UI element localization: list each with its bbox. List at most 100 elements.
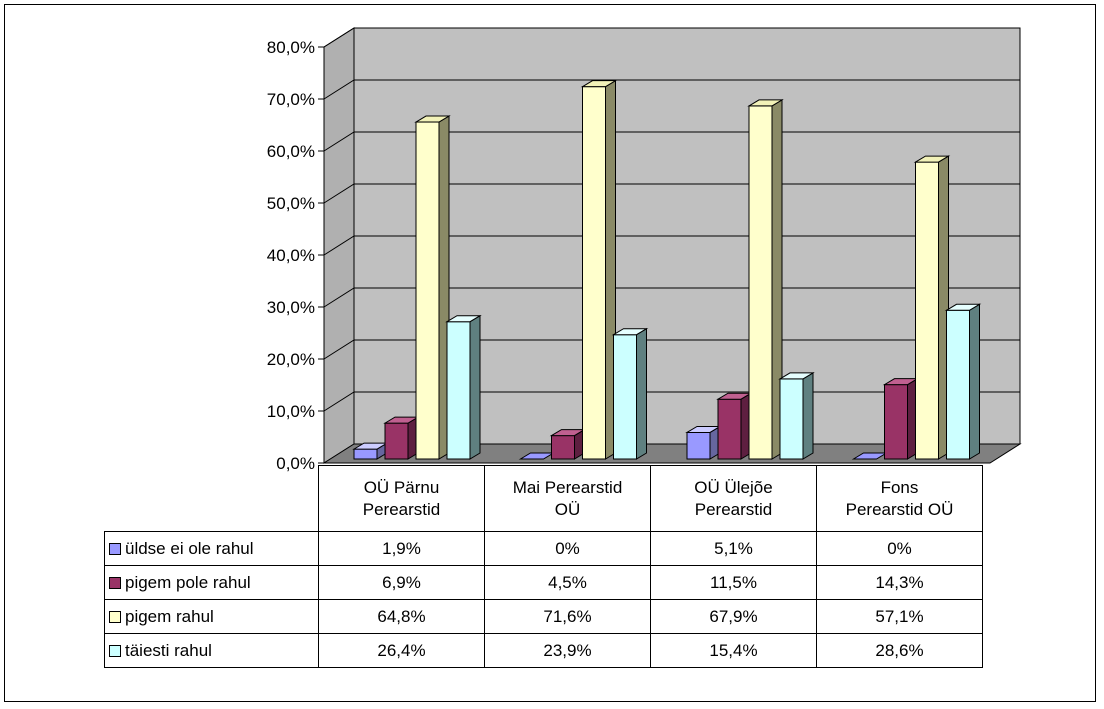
data-label: 6,9%: [318, 565, 485, 600]
legend-swatch: [109, 610, 121, 623]
bar-front: [946, 309, 970, 460]
legend-entry: pigem rahul: [104, 599, 319, 634]
gridline: [323, 339, 1020, 360]
legend-entry: üldse ei ole rahul: [104, 531, 319, 566]
category-label-line: Perearstid OÜ: [845, 499, 954, 519]
bar: [445, 314, 482, 460]
y-tick-label: 80,0%: [267, 38, 315, 57]
bar: [611, 327, 649, 460]
series-name: täiesti rahul: [125, 640, 212, 660]
bar-front: [384, 422, 409, 460]
table-row: täiesti rahul 26,4% 23,9% 15,4% 28,6%: [104, 633, 983, 668]
data-label: 0%: [816, 531, 983, 566]
bar-front: [582, 86, 606, 460]
bars: [352, 79, 982, 460]
data-label: 64,8%: [318, 599, 485, 634]
floor: [322, 443, 1022, 464]
table-header-row: OÜ Pärnu Perearstid Mai Perearstid OÜ OÜ Üle…: [104, 465, 983, 532]
table-row: pigem rahul 64,8% 71,6% 67,9% 57,1%: [104, 599, 983, 634]
bar: [716, 392, 753, 460]
bar: [944, 303, 982, 460]
series-name: pigem pole rahul: [125, 572, 251, 592]
data-label: 11,5%: [650, 565, 817, 600]
data-label: 71,6%: [484, 599, 651, 634]
bar-side: [636, 327, 647, 460]
category-label: Fons Perearstid OÜ: [816, 465, 983, 532]
data-label: 67,9%: [650, 599, 817, 634]
series-name: pigem rahul: [125, 606, 214, 626]
bar-front: [551, 435, 575, 460]
bar: [882, 377, 920, 460]
bar-side: [969, 303, 980, 460]
bar: [913, 155, 951, 460]
bar-front: [353, 448, 378, 460]
y-tick-label: 40,0%: [267, 246, 315, 265]
gridline: [323, 235, 1020, 256]
gridlines: [323, 27, 1020, 412]
legend-swatch: [109, 576, 121, 589]
bar-side: [802, 372, 814, 460]
y-tick-label: 70,0%: [267, 90, 315, 109]
legend-swatch: [109, 542, 121, 555]
bar-front: [686, 431, 711, 460]
legend-entry: täiesti rahul: [104, 633, 319, 668]
bar-top: [778, 372, 815, 380]
data-label: 4,5%: [484, 565, 651, 600]
category-label: Mai Perearstid OÜ: [484, 465, 651, 532]
y-tick-label: 20,0%: [267, 350, 315, 369]
bar-top: [944, 303, 982, 311]
table-row: üldse ei ole rahul 1,9% 0% 5,1% 0%: [104, 531, 983, 566]
data-label: 1,9%: [318, 531, 485, 566]
chart-floor: [322, 443, 1022, 464]
category-label: OÜ Pärnu Perearstid: [318, 465, 485, 532]
y-tick-label: 60,0%: [267, 142, 315, 161]
data-label: 15,4%: [650, 633, 817, 668]
bar-front: [884, 384, 908, 460]
bar-top: [445, 315, 482, 323]
y-tick-label: 30,0%: [267, 298, 315, 317]
data-label: 23,9%: [484, 633, 651, 668]
data-table: OÜ Pärnu Perearstid Mai Perearstid OÜ OÜ Üle…: [104, 465, 983, 668]
bar-side: [469, 314, 481, 460]
bar: [549, 428, 587, 460]
category-label-line: Fons: [880, 477, 919, 497]
gridline: [323, 131, 1020, 152]
data-label: 28,6%: [816, 633, 983, 668]
category-label-line: OÜ Pärnu: [363, 477, 440, 497]
gridline: [323, 79, 1020, 100]
y-tick-label: 10,0%: [267, 402, 315, 421]
series-name: üldse ei ole rahul: [125, 538, 254, 558]
data-label: 14,3%: [816, 565, 983, 600]
gridline: [323, 287, 1020, 308]
data-label: 5,1%: [650, 531, 817, 566]
bar-front: [748, 105, 773, 460]
y-tick-label: 50,0%: [267, 194, 315, 213]
legend-entry: pigem pole rahul: [104, 565, 319, 600]
bar: [747, 99, 784, 460]
bar: [414, 115, 451, 460]
bar-front: [613, 334, 637, 460]
bar: [778, 372, 815, 460]
category-label: OÜ Ülejõe Perearstid: [650, 465, 817, 532]
bar-front: [717, 398, 742, 460]
category-label-line: OÜ Ülejõe: [694, 477, 773, 497]
category-label-line: Mai Perearstid: [512, 477, 623, 497]
bar-top: [580, 80, 618, 88]
bar-top: [913, 155, 951, 163]
gridline: [323, 183, 1020, 204]
bar-front: [915, 161, 939, 460]
bar-front: [446, 321, 471, 460]
data-label: 26,4%: [318, 633, 485, 668]
y-axis: 0,0%10,0%20,0%30,0%40,0%50,0%60,0%70,0%8…: [267, 38, 325, 473]
legend-swatch: [109, 644, 121, 657]
gridline: [323, 27, 1020, 48]
table-corner: [104, 465, 319, 532]
bar-top: [747, 99, 784, 107]
data-label: 0%: [484, 531, 651, 566]
bar-top: [414, 115, 451, 123]
table-row: pigem pole rahul 6,9% 4,5% 11,5% 14,3%: [104, 565, 983, 600]
category-label-line: OÜ: [554, 499, 581, 519]
data-label: 57,1%: [816, 599, 983, 634]
category-label-line: Perearstid: [362, 499, 441, 519]
